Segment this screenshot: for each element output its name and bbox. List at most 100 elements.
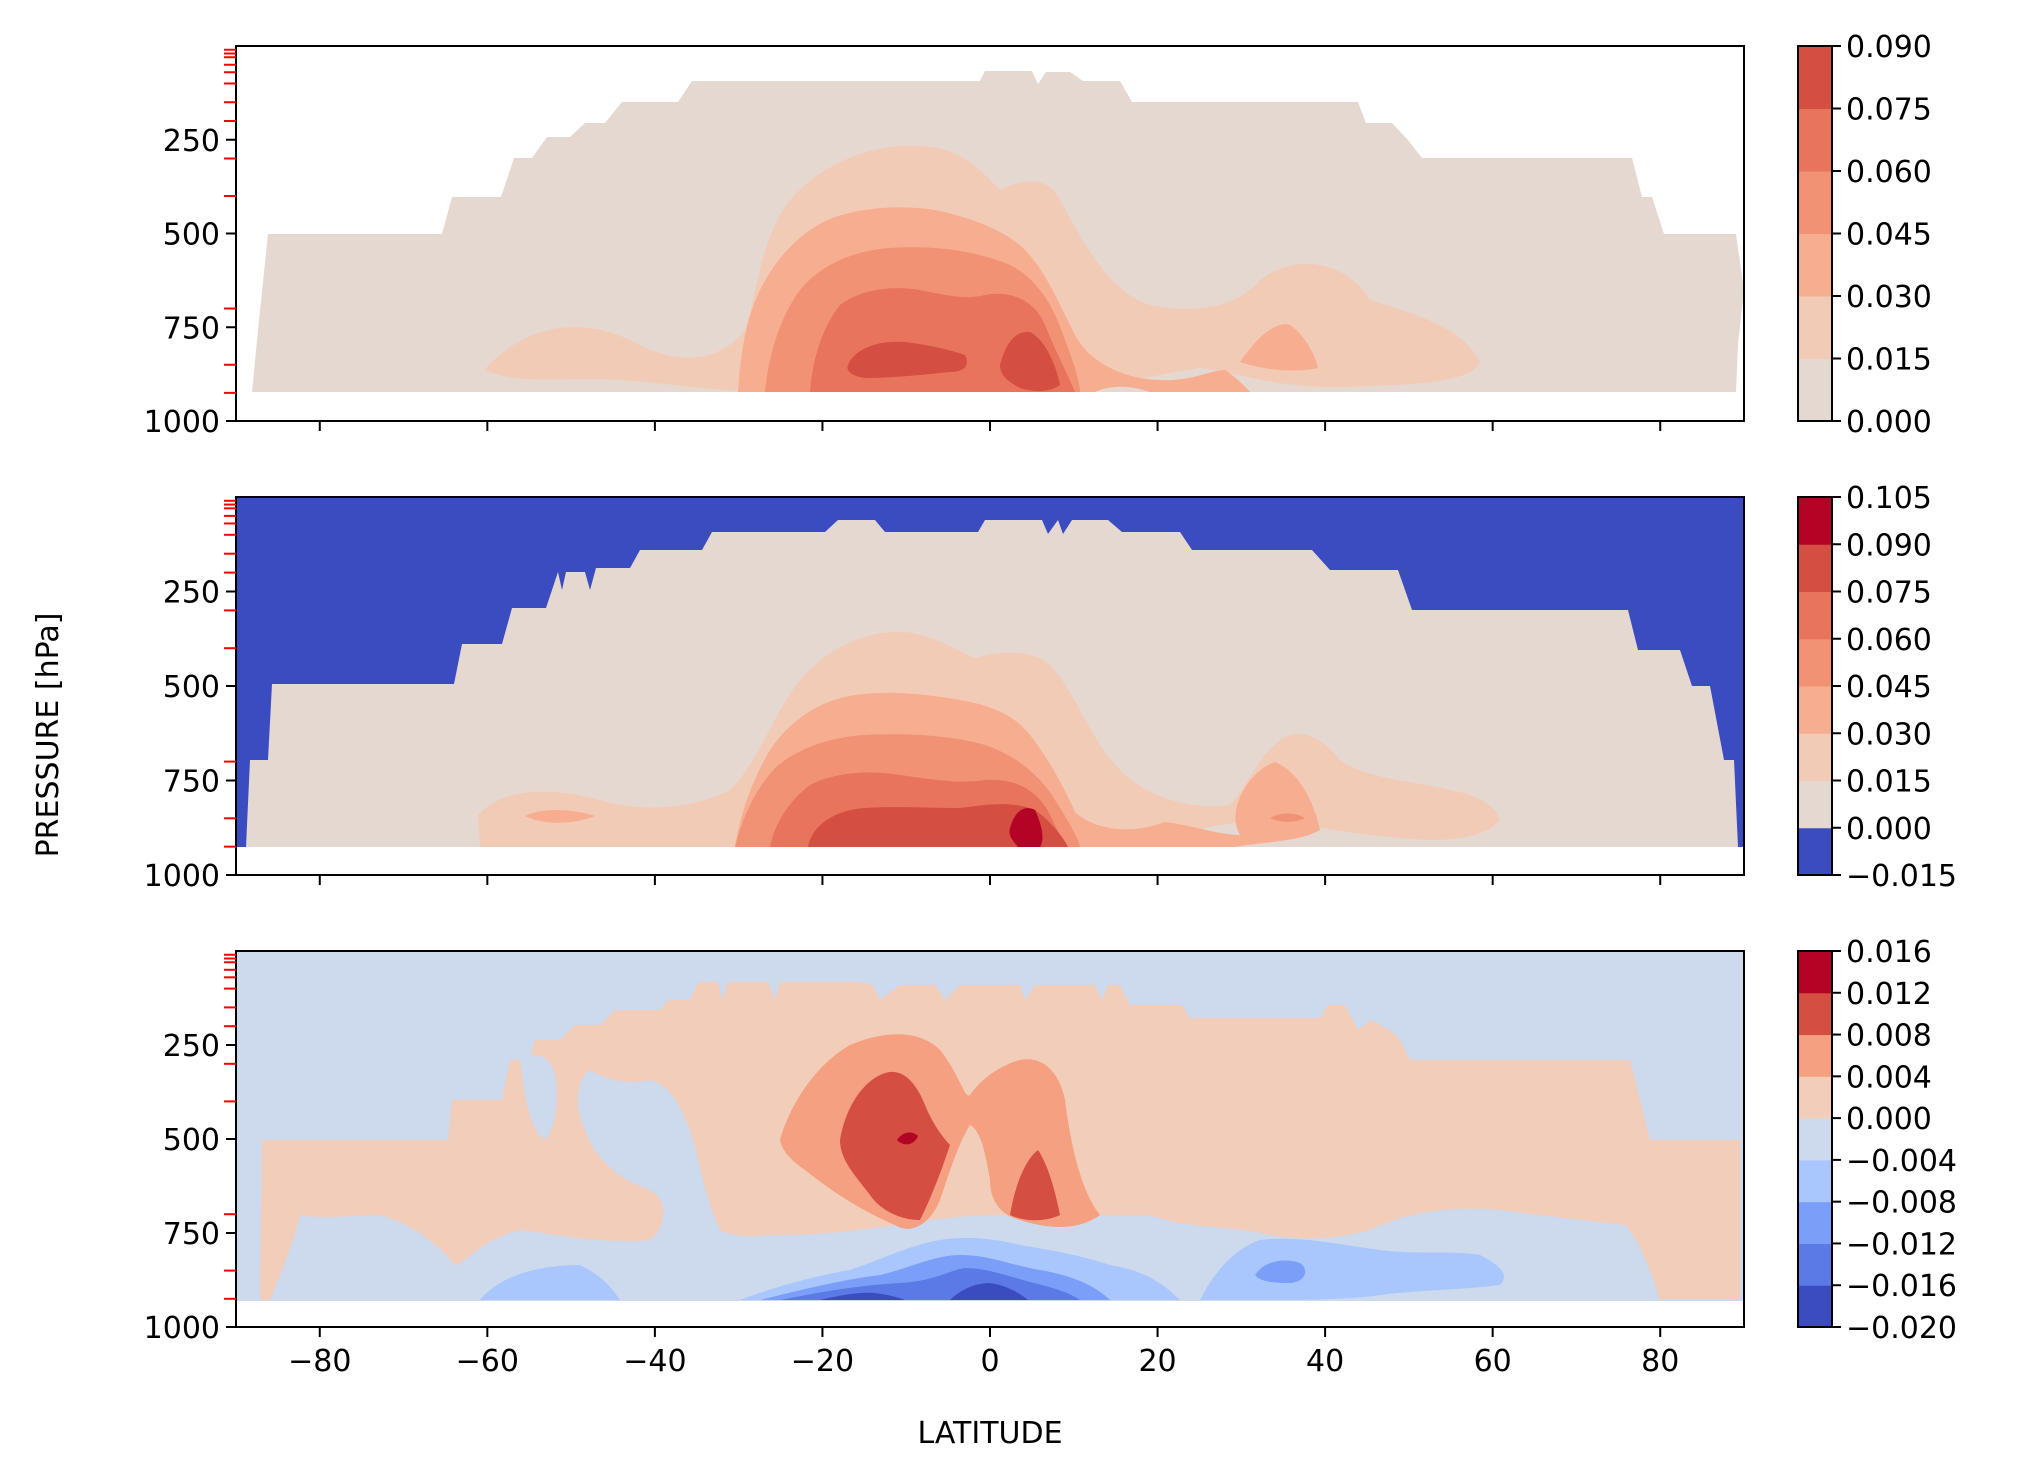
colorbar-tick-label-bottom: 0.008: [1846, 1019, 1932, 1054]
y-tick-label-bottom: 1000: [144, 1311, 220, 1346]
y-tick-label-bottom: 500: [163, 1123, 220, 1158]
colorbar-segment-top: [1798, 46, 1832, 109]
y-tick-label-top: 250: [163, 124, 220, 159]
colorbar-segment-middle: [1798, 686, 1832, 734]
contour-level-neg3b-bottom: [1255, 1260, 1306, 1283]
y-tick-label-top: 750: [163, 311, 220, 346]
colorbar-segment-middle: [1798, 827, 1832, 876]
contour-level-5-middle: [808, 804, 1068, 847]
contour-level-neg2c-bottom: [1200, 1238, 1504, 1300]
x-tick-label-bottom: −80: [288, 1344, 351, 1379]
y-tick-label-middle: 500: [163, 670, 220, 705]
colorbar-segment-top: [1798, 233, 1832, 297]
colorbar-segment-top: [1798, 296, 1832, 359]
colorbar-segment-bottom: [1798, 1201, 1832, 1244]
contour-level-6-middle: [1009, 808, 1043, 847]
y-axis-bottom: 250 500 750 1000: [144, 953, 236, 1346]
colorbar-segment-middle: [1798, 638, 1832, 687]
colorbar-tick-label-middle: 0.015: [1846, 765, 1932, 800]
colorbar-tick-label-bottom: 0.004: [1846, 1060, 1932, 1095]
colorbar-tick-label-top: 0.090: [1846, 30, 1932, 65]
y-tick-label-top: 500: [163, 218, 220, 253]
contour-level-3-bottom: [897, 1132, 918, 1145]
contour-field-top: [252, 71, 1744, 392]
colorbar-tick-label-middle: 0.075: [1846, 576, 1932, 611]
y-axis-top: 250 500 750 1000: [144, 48, 236, 440]
colorbar-tick-label-middle: −0.015: [1846, 859, 1957, 894]
x-axis-label: LATITUDE: [917, 1416, 1062, 1451]
colorbar-segment-middle: [1798, 733, 1832, 781]
colorbar-tick-label-top: 0.045: [1846, 218, 1932, 253]
colorbar-tick-label-middle: 0.000: [1846, 812, 1932, 847]
colorbar-tick-label-middle: 0.030: [1846, 717, 1932, 752]
colorbar-segment-middle: [1798, 544, 1832, 592]
colorbar-segment-middle: [1798, 780, 1832, 829]
y-tick-label-middle: 250: [163, 576, 220, 611]
colorbar-tick-label-top: 0.075: [1846, 93, 1932, 128]
colorbar-tick-label-top: 0.015: [1846, 343, 1932, 378]
colorbar-tick-label-middle: 0.090: [1846, 528, 1932, 563]
x-tick-label-bottom: 40: [1306, 1344, 1344, 1379]
contour-level-2b-middle: [525, 810, 595, 823]
colorbar-bottom: −0.020 −0.016 −0.012 −0.008 −0.004 0.000 0.004…: [1797, 935, 1957, 1346]
colorbar-segment-bottom: [1798, 1285, 1832, 1328]
colorbar-tick-label-bottom: 0.016: [1846, 935, 1932, 970]
contour-level-5b-top: [1000, 331, 1060, 392]
panel-middle: 250 500 750 1000 −0.015 0.000 0.015 0.030 0.045…: [144, 481, 1957, 894]
contour-level-5a-top: [847, 341, 967, 378]
x-tick-label-bottom: −20: [791, 1344, 854, 1379]
x-axis-bottom: −80 −60 −40 −20 0 20 40 60 80: [288, 1327, 1679, 1379]
contour-level-2c-middle: [1270, 813, 1305, 822]
y-tick-label-bottom: 750: [163, 1217, 220, 1252]
contour-level-2b-top: [1240, 324, 1318, 371]
colorbar-tick-label-middle: 0.105: [1846, 481, 1932, 516]
colorbar-tick-label-bottom: −0.008: [1846, 1186, 1957, 1221]
colorbar-top: 0.000 0.015 0.030 0.045 0.060 0.075 0.090: [1797, 30, 1932, 440]
colorbar-segment-bottom: [1798, 1034, 1832, 1077]
colorbar-segment-bottom: [1798, 1118, 1832, 1161]
contour-level-0b-bottom: [520, 1055, 557, 1140]
colorbar-tick-label-top: 0.060: [1846, 155, 1932, 190]
colorbar-tick-label-bottom: −0.020: [1846, 1311, 1957, 1346]
x-axis-middle: [318, 875, 1662, 885]
colorbar-segment-bottom: [1798, 1076, 1832, 1119]
colorbar-tick-label-bottom: 0.000: [1846, 1102, 1932, 1137]
x-tick-label-bottom: 20: [1138, 1344, 1176, 1379]
contour-field-middle: [236, 497, 1744, 847]
colorbar-tick-label-bottom: 0.012: [1846, 977, 1932, 1012]
colorbar-tick-label-bottom: −0.004: [1846, 1144, 1957, 1179]
colorbar-tick-label-top: 0.000: [1846, 405, 1932, 440]
colorbar-segment-top: [1798, 171, 1832, 234]
y-tick-label-top: 1000: [144, 405, 220, 440]
contour-level-neg5-bottom: [820, 1283, 1028, 1300]
panel-bottom: 250 500 750 1000 −80 −60 −40 −20 0 20 40 60 80 −0.0…: [144, 935, 1957, 1379]
colorbar-segment-bottom: [1798, 992, 1832, 1036]
contour-level-2b-bottom: [1010, 1150, 1060, 1221]
y-tick-label-middle: 1000: [144, 859, 220, 894]
colorbar-segment-top: [1798, 108, 1832, 172]
y-axis-middle: 250 500 750 1000: [144, 499, 236, 894]
y-axis-label: PRESSURE [hPa]: [31, 613, 66, 858]
colorbar-segment-bottom: [1798, 1159, 1832, 1203]
contour-level-2-bottom: [840, 1071, 950, 1220]
colorbar-frame-bottom: [1797, 950, 1833, 1328]
colorbar-tick-label-bottom: −0.012: [1846, 1227, 1957, 1262]
colorbar-middle: −0.015 0.000 0.015 0.030 0.045 0.060 0.075 0.09…: [1797, 481, 1957, 894]
x-tick-label-bottom: 60: [1474, 1344, 1512, 1379]
x-tick-label-bottom: −40: [623, 1344, 686, 1379]
colorbar-tick-label-bottom: −0.016: [1846, 1269, 1957, 1304]
colorbar-segment-middle: [1798, 591, 1832, 640]
colorbar-segment-bottom: [1798, 1243, 1832, 1286]
y-tick-label-middle: 750: [163, 765, 220, 800]
colorbar-segment-middle: [1798, 497, 1832, 545]
colorbar-tick-label-middle: 0.045: [1846, 670, 1932, 705]
x-tick-label-bottom: −60: [456, 1344, 519, 1379]
contour-level-neg2-bottom: [480, 1265, 620, 1300]
colorbar-tick-label-top: 0.030: [1846, 280, 1932, 315]
colorbar-segment-bottom: [1798, 951, 1832, 994]
y-tick-label-bottom: 250: [163, 1029, 220, 1064]
x-tick-label-bottom: 80: [1641, 1344, 1679, 1379]
x-axis-top: [318, 421, 1662, 431]
